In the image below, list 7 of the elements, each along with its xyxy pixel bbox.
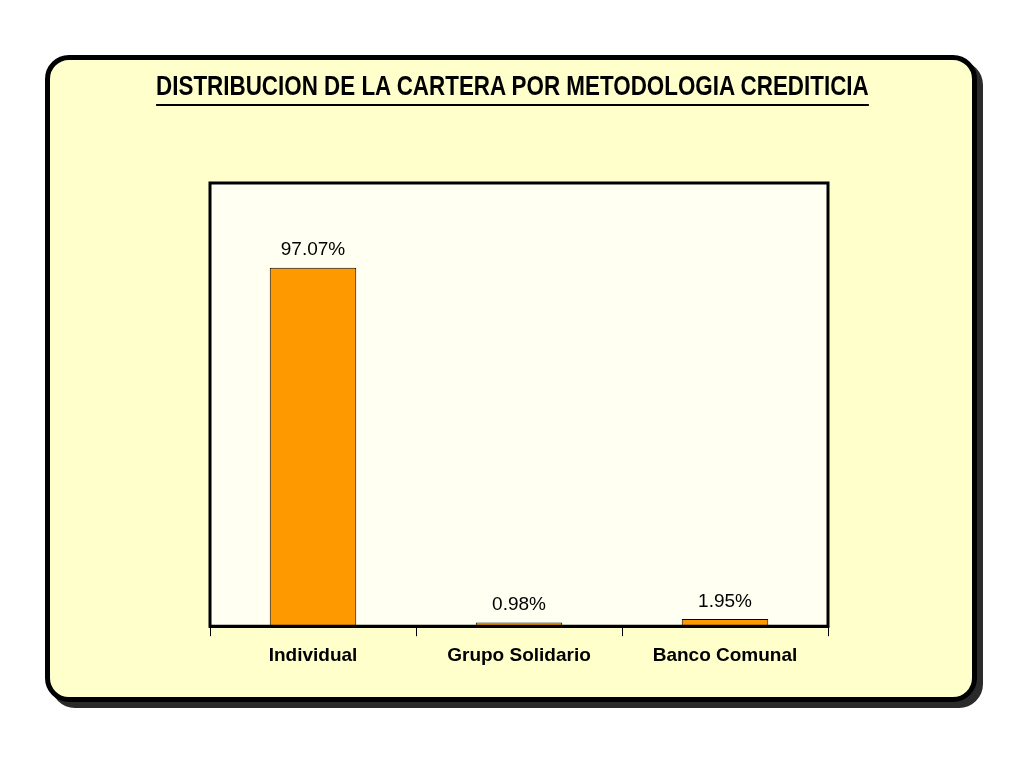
data-label: 0.98% <box>492 593 547 615</box>
data-label: 1.95% <box>698 589 753 611</box>
x-tick-label: Individual <box>268 643 358 665</box>
x-tick-label: Grupo Solidario <box>447 643 591 665</box>
x-tick-label: Banco Comunal <box>652 643 798 665</box>
chart-title: DISTRIBUCION DE LA CARTERA POR METODOLOGIA CREDITICIA <box>155 70 869 106</box>
data-label: 97.07% <box>280 238 346 260</box>
